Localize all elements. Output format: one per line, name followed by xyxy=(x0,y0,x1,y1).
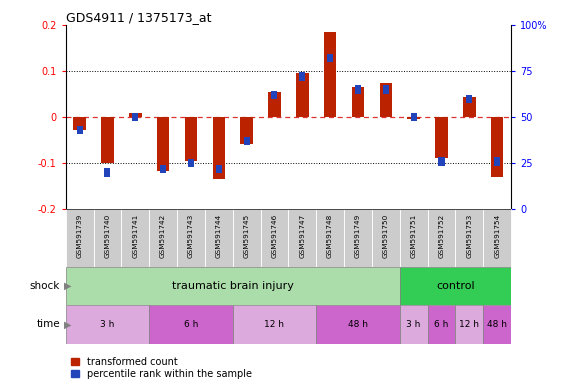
Bar xyxy=(77,126,83,134)
Bar xyxy=(483,209,511,267)
Bar xyxy=(380,83,392,117)
Bar xyxy=(205,209,233,267)
Text: 48 h: 48 h xyxy=(487,320,507,329)
Text: ▶: ▶ xyxy=(64,281,71,291)
Bar xyxy=(372,209,400,267)
Bar xyxy=(260,209,288,267)
Bar xyxy=(400,305,428,344)
Text: GSM591740: GSM591740 xyxy=(104,214,110,258)
Bar xyxy=(400,267,511,305)
Bar xyxy=(149,209,177,267)
Text: GSM591750: GSM591750 xyxy=(383,214,389,258)
Bar xyxy=(188,159,194,167)
Bar xyxy=(411,113,417,121)
Bar xyxy=(240,117,253,144)
Text: 12 h: 12 h xyxy=(264,320,284,329)
Bar xyxy=(483,305,511,344)
Bar xyxy=(324,32,336,117)
Bar xyxy=(435,117,448,158)
Bar xyxy=(428,305,456,344)
Bar xyxy=(73,117,86,130)
Text: GDS4911 / 1375173_at: GDS4911 / 1375173_at xyxy=(66,11,211,24)
Bar xyxy=(355,85,361,94)
Bar xyxy=(94,209,122,267)
Text: GSM591751: GSM591751 xyxy=(411,214,417,258)
Text: time: time xyxy=(37,319,60,329)
Bar xyxy=(177,209,205,267)
Text: GSM591749: GSM591749 xyxy=(355,214,361,258)
Bar xyxy=(288,209,316,267)
Text: GSM591754: GSM591754 xyxy=(494,214,500,258)
Text: GSM591745: GSM591745 xyxy=(244,214,250,258)
Text: ▶: ▶ xyxy=(64,319,71,329)
Text: 3 h: 3 h xyxy=(100,320,115,329)
Bar xyxy=(327,54,333,62)
Bar xyxy=(244,137,250,145)
Text: control: control xyxy=(436,281,475,291)
Bar xyxy=(456,305,483,344)
Text: traumatic brain injury: traumatic brain injury xyxy=(172,281,293,291)
Text: GSM591744: GSM591744 xyxy=(216,214,222,258)
Text: 3 h: 3 h xyxy=(407,320,421,329)
Text: 12 h: 12 h xyxy=(459,320,479,329)
Bar xyxy=(344,209,372,267)
Bar xyxy=(439,157,444,166)
Text: GSM591748: GSM591748 xyxy=(327,214,333,258)
Bar xyxy=(316,209,344,267)
Text: GSM591742: GSM591742 xyxy=(160,214,166,258)
Text: shock: shock xyxy=(30,281,60,291)
Bar xyxy=(122,209,149,267)
Bar xyxy=(149,305,233,344)
Text: GSM591743: GSM591743 xyxy=(188,214,194,258)
Bar xyxy=(400,209,428,267)
Bar xyxy=(184,117,197,161)
Bar xyxy=(383,85,389,94)
Text: GSM591741: GSM591741 xyxy=(132,214,138,258)
Text: GSM591752: GSM591752 xyxy=(439,214,444,258)
Bar xyxy=(491,117,504,177)
Bar xyxy=(268,92,281,117)
Bar xyxy=(160,165,166,173)
Bar xyxy=(316,305,400,344)
Bar xyxy=(157,117,170,172)
Text: GSM591746: GSM591746 xyxy=(271,214,278,258)
Bar xyxy=(494,157,500,166)
Bar xyxy=(233,209,260,267)
Bar xyxy=(296,73,308,117)
Bar xyxy=(456,209,483,267)
Text: 6 h: 6 h xyxy=(435,320,449,329)
Bar xyxy=(467,94,472,103)
Bar xyxy=(352,87,364,117)
Bar xyxy=(216,165,222,173)
Bar xyxy=(66,305,149,344)
Bar xyxy=(66,209,94,267)
Bar xyxy=(101,117,114,163)
Legend: transformed count, percentile rank within the sample: transformed count, percentile rank withi… xyxy=(71,357,252,379)
Bar xyxy=(407,117,420,119)
Bar xyxy=(132,113,138,121)
Bar xyxy=(66,267,400,305)
Bar xyxy=(428,209,456,267)
Bar xyxy=(233,305,316,344)
Text: 6 h: 6 h xyxy=(184,320,198,329)
Text: 48 h: 48 h xyxy=(348,320,368,329)
Bar xyxy=(212,117,225,179)
Text: GSM591747: GSM591747 xyxy=(299,214,305,258)
Bar xyxy=(271,91,278,99)
Text: GSM591739: GSM591739 xyxy=(77,214,83,258)
Bar xyxy=(129,113,142,117)
Text: GSM591753: GSM591753 xyxy=(467,214,472,258)
Bar xyxy=(104,168,110,177)
Bar xyxy=(463,97,476,117)
Bar xyxy=(299,73,305,81)
